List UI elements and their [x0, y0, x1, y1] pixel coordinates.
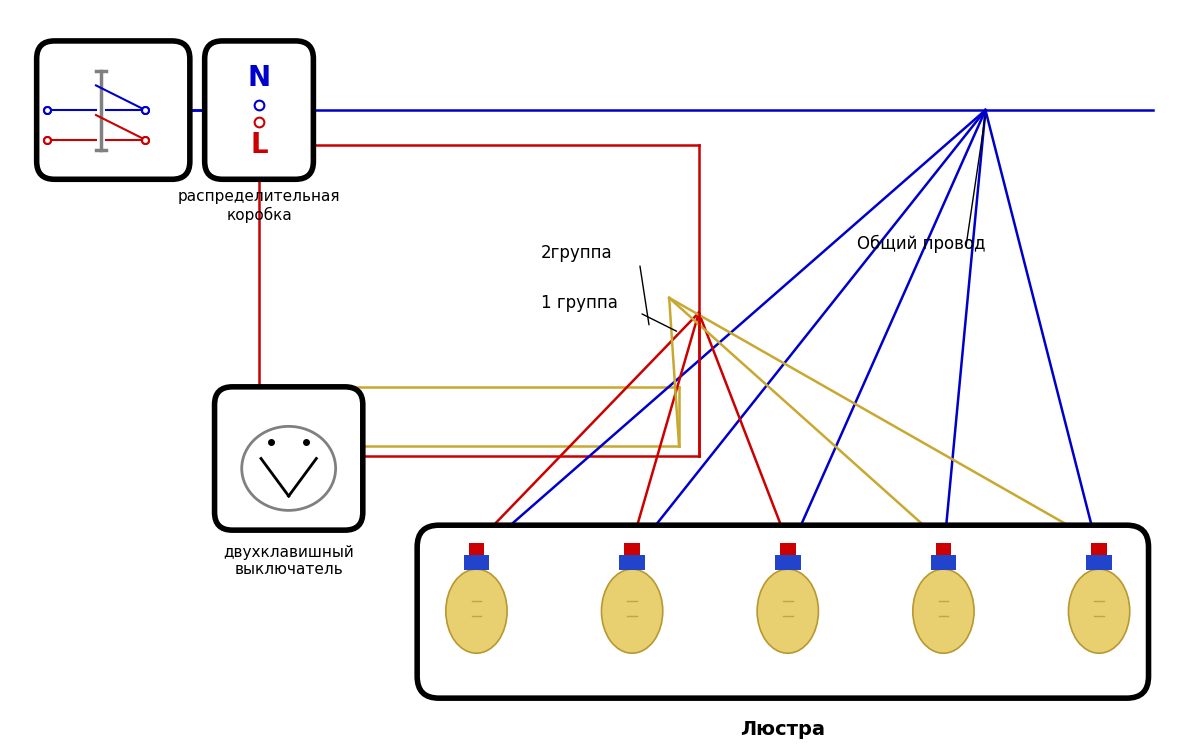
Text: Люстра: Люстра	[740, 720, 826, 739]
FancyBboxPatch shape	[936, 543, 952, 555]
FancyBboxPatch shape	[775, 555, 800, 570]
Ellipse shape	[757, 569, 818, 653]
FancyBboxPatch shape	[205, 41, 313, 179]
Text: распределительная
коробка: распределительная коробка	[178, 189, 341, 223]
Text: Общий провод: Общий провод	[857, 234, 985, 253]
FancyBboxPatch shape	[780, 543, 796, 555]
FancyBboxPatch shape	[619, 555, 644, 570]
FancyBboxPatch shape	[468, 543, 485, 555]
FancyBboxPatch shape	[1091, 543, 1108, 555]
Ellipse shape	[601, 569, 662, 653]
Text: 2группа: 2группа	[541, 245, 612, 263]
Text: L: L	[251, 131, 268, 158]
Text: 1 группа: 1 группа	[541, 294, 618, 312]
FancyBboxPatch shape	[1086, 555, 1112, 570]
FancyBboxPatch shape	[930, 555, 956, 570]
FancyBboxPatch shape	[624, 543, 640, 555]
FancyBboxPatch shape	[215, 387, 362, 530]
Ellipse shape	[913, 569, 974, 653]
Text: двухклавишный
выключатель: двухклавишный выключатель	[223, 545, 354, 577]
Text: N: N	[247, 65, 270, 92]
FancyBboxPatch shape	[418, 525, 1148, 698]
Ellipse shape	[446, 569, 508, 653]
FancyBboxPatch shape	[463, 555, 490, 570]
Ellipse shape	[1068, 569, 1129, 653]
FancyBboxPatch shape	[37, 41, 190, 179]
